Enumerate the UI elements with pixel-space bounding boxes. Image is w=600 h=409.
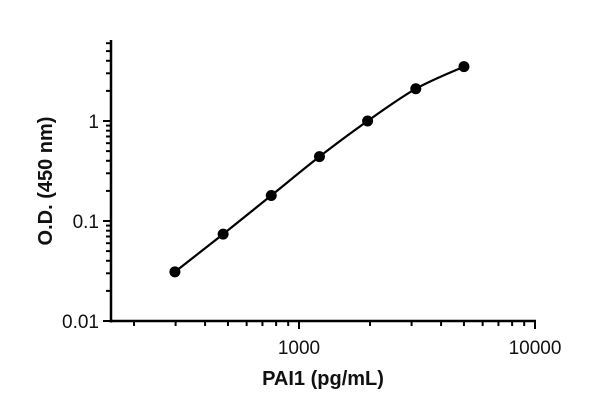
- plot-area: [169, 61, 470, 278]
- data-point: [362, 115, 374, 127]
- y-tick-label: 0.01: [62, 312, 99, 333]
- y-axis-title: O.D. (450 nm): [35, 117, 57, 246]
- data-point: [265, 189, 277, 201]
- fit-curve: [174, 65, 465, 273]
- data-point: [313, 151, 325, 163]
- data-point: [410, 83, 422, 95]
- x-tick-label: 10000: [509, 338, 562, 359]
- data-point: [217, 228, 229, 240]
- x-axis-title: PAI1 (pg/mL): [262, 368, 384, 390]
- data-point: [169, 266, 181, 278]
- data-point: [458, 61, 470, 73]
- y-tick-label: 1: [88, 112, 99, 133]
- axes: 1000 10000 0.01 0.1 1: [62, 40, 561, 359]
- x-tick-label: 1000: [278, 338, 320, 359]
- y-tick-label: 0.1: [73, 212, 99, 233]
